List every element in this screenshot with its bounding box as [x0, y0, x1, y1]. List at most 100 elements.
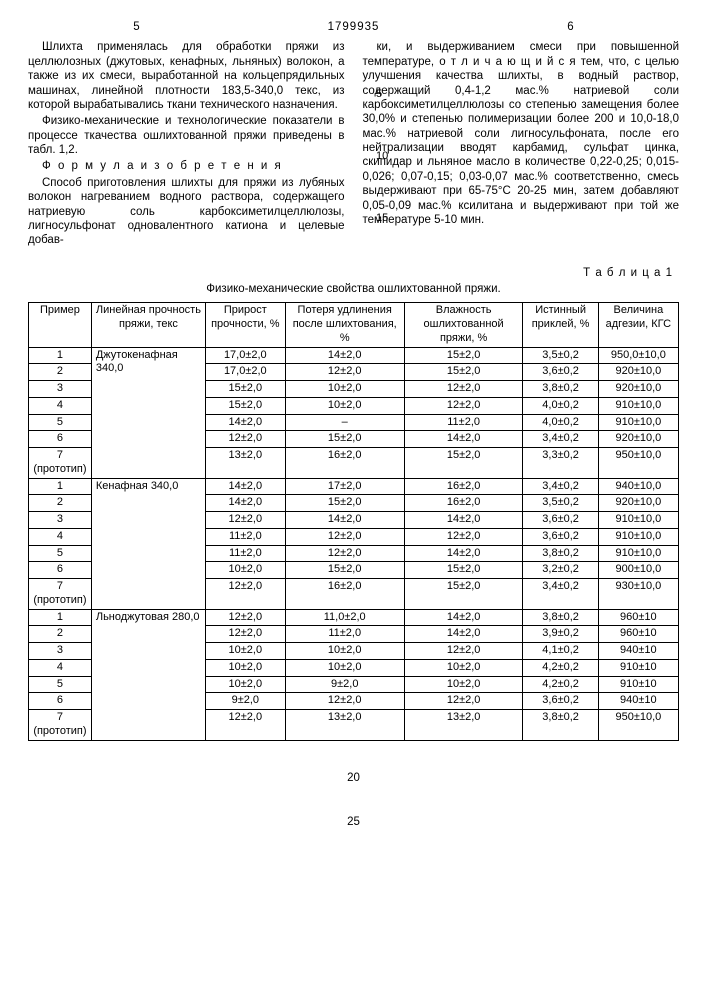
line-num-20: 20	[28, 771, 679, 785]
example-cell: 6	[29, 693, 92, 710]
data-cell: 940±10	[598, 643, 678, 660]
data-cell: 920±10,0	[598, 381, 678, 398]
data-cell: 14±2,0	[206, 495, 286, 512]
data-cell: 15±2,0	[285, 431, 404, 448]
example-cell: 2	[29, 495, 92, 512]
data-cell: 14±2,0	[404, 626, 523, 643]
page-right: 6	[462, 20, 679, 34]
data-cell: 3,4±0,2	[523, 579, 598, 610]
data-cell: 4,0±0,2	[523, 397, 598, 414]
doc-number: 1799935	[245, 20, 462, 34]
data-cell: 3,8±0,2	[523, 545, 598, 562]
data-cell: 16±2,0	[404, 495, 523, 512]
example-cell: 5	[29, 545, 92, 562]
data-cell: 960±10	[598, 609, 678, 626]
data-cell: 960±10	[598, 626, 678, 643]
data-cell: 11,0±2,0	[285, 609, 404, 626]
line-num-10: 10	[376, 150, 388, 164]
data-cell: 11±2,0	[285, 626, 404, 643]
example-cell: 6	[29, 562, 92, 579]
data-cell: 14±2,0	[404, 609, 523, 626]
col-header: Величина адгезии, КГС	[598, 303, 678, 347]
data-cell: 3,8±0,2	[523, 381, 598, 398]
data-cell: 950,0±10,0	[598, 347, 678, 364]
col-header: Потеря удлинения после шлихтования, %	[285, 303, 404, 347]
table-row: 1Льноджутовая 280,012±2,011,0±2,014±2,03…	[29, 609, 679, 626]
formula-heading: Ф о р м у л а и з о б р е т е н и я	[28, 159, 345, 173]
data-cell: 16±2,0	[285, 448, 404, 479]
line-num-15: 15	[376, 212, 388, 226]
example-cell: 1	[29, 609, 92, 626]
example-cell: 7 (прототип)	[29, 710, 92, 741]
data-cell: 14±2,0	[285, 347, 404, 364]
data-cell: 14±2,0	[206, 414, 286, 431]
data-cell: 3,6±0,2	[523, 528, 598, 545]
data-cell: 12±2,0	[404, 397, 523, 414]
data-cell: 3,4±0,2	[523, 478, 598, 495]
data-cell: 15±2,0	[404, 448, 523, 479]
example-cell: 4	[29, 659, 92, 676]
data-cell: 10±2,0	[206, 562, 286, 579]
data-cell: 3,8±0,2	[523, 710, 598, 741]
data-cell: 14±2,0	[404, 512, 523, 529]
data-cell: 15±2,0	[404, 562, 523, 579]
example-cell: 3	[29, 512, 92, 529]
data-cell: 930±10,0	[598, 579, 678, 610]
data-cell: 3,6±0,2	[523, 693, 598, 710]
data-cell: 14±2,0	[404, 545, 523, 562]
data-cell: 4,0±0,2	[523, 414, 598, 431]
data-cell: 14±2,0	[404, 431, 523, 448]
data-cell: 4,1±0,2	[523, 643, 598, 660]
example-cell: 5	[29, 414, 92, 431]
data-cell: 13±2,0	[285, 710, 404, 741]
data-cell: 15±2,0	[285, 562, 404, 579]
bottom-line-nums: 20 25	[28, 771, 679, 830]
data-cell: 12±2,0	[206, 609, 286, 626]
data-cell: 15±2,0	[404, 347, 523, 364]
data-cell: 3,4±0,2	[523, 431, 598, 448]
para-4: ки, и выдерживанием смеси при повышенной…	[363, 40, 680, 227]
col-header: Линейная прочность пряжи, текс	[91, 303, 205, 347]
data-cell: 900±10,0	[598, 562, 678, 579]
table-row: 1Джутокенафная 340,017,0±2,014±2,015±2,0…	[29, 347, 679, 364]
data-cell: 12±2,0	[206, 579, 286, 610]
para-3: Способ приготовления шлихты для пряжи из…	[28, 176, 345, 248]
data-cell: 9±2,0	[285, 676, 404, 693]
data-cell: 12±2,0	[404, 643, 523, 660]
data-cell: 11±2,0	[206, 528, 286, 545]
data-cell: 12±2,0	[206, 710, 286, 741]
data-cell: 3,6±0,2	[523, 364, 598, 381]
line-num-5: 5	[376, 88, 382, 102]
data-cell: 10±2,0	[206, 676, 286, 693]
data-cell: 920±10,0	[598, 364, 678, 381]
example-cell: 6	[29, 431, 92, 448]
data-cell: 3,9±0,2	[523, 626, 598, 643]
data-cell: 10±2,0	[206, 643, 286, 660]
data-cell: 11±2,0	[404, 414, 523, 431]
data-cell: 12±2,0	[285, 545, 404, 562]
page-header: 5 1799935 6	[28, 20, 679, 34]
data-cell: 950±10,0	[598, 710, 678, 741]
example-cell: 1	[29, 478, 92, 495]
data-cell: 11±2,0	[206, 545, 286, 562]
data-cell: 3,6±0,2	[523, 512, 598, 529]
example-cell: 5	[29, 676, 92, 693]
data-cell: 12±2,0	[404, 381, 523, 398]
data-cell: 10±2,0	[285, 643, 404, 660]
example-cell: 1	[29, 347, 92, 364]
data-cell: 17,0±2,0	[206, 347, 286, 364]
example-cell: 7 (прототип)	[29, 448, 92, 479]
data-cell: 3,5±0,2	[523, 347, 598, 364]
page-left: 5	[28, 20, 245, 34]
data-cell: 940±10	[598, 693, 678, 710]
data-cell: 950±10,0	[598, 448, 678, 479]
data-cell: 10±2,0	[285, 659, 404, 676]
data-cell: 910±10	[598, 676, 678, 693]
col-header: Истинный приклей, %	[523, 303, 598, 347]
col-header: Пример	[29, 303, 92, 347]
data-cell: 920±10,0	[598, 495, 678, 512]
data-cell: 16±2,0	[404, 478, 523, 495]
data-cell: 910±10,0	[598, 512, 678, 529]
data-cell: 910±10	[598, 659, 678, 676]
data-cell: 14±2,0	[206, 478, 286, 495]
